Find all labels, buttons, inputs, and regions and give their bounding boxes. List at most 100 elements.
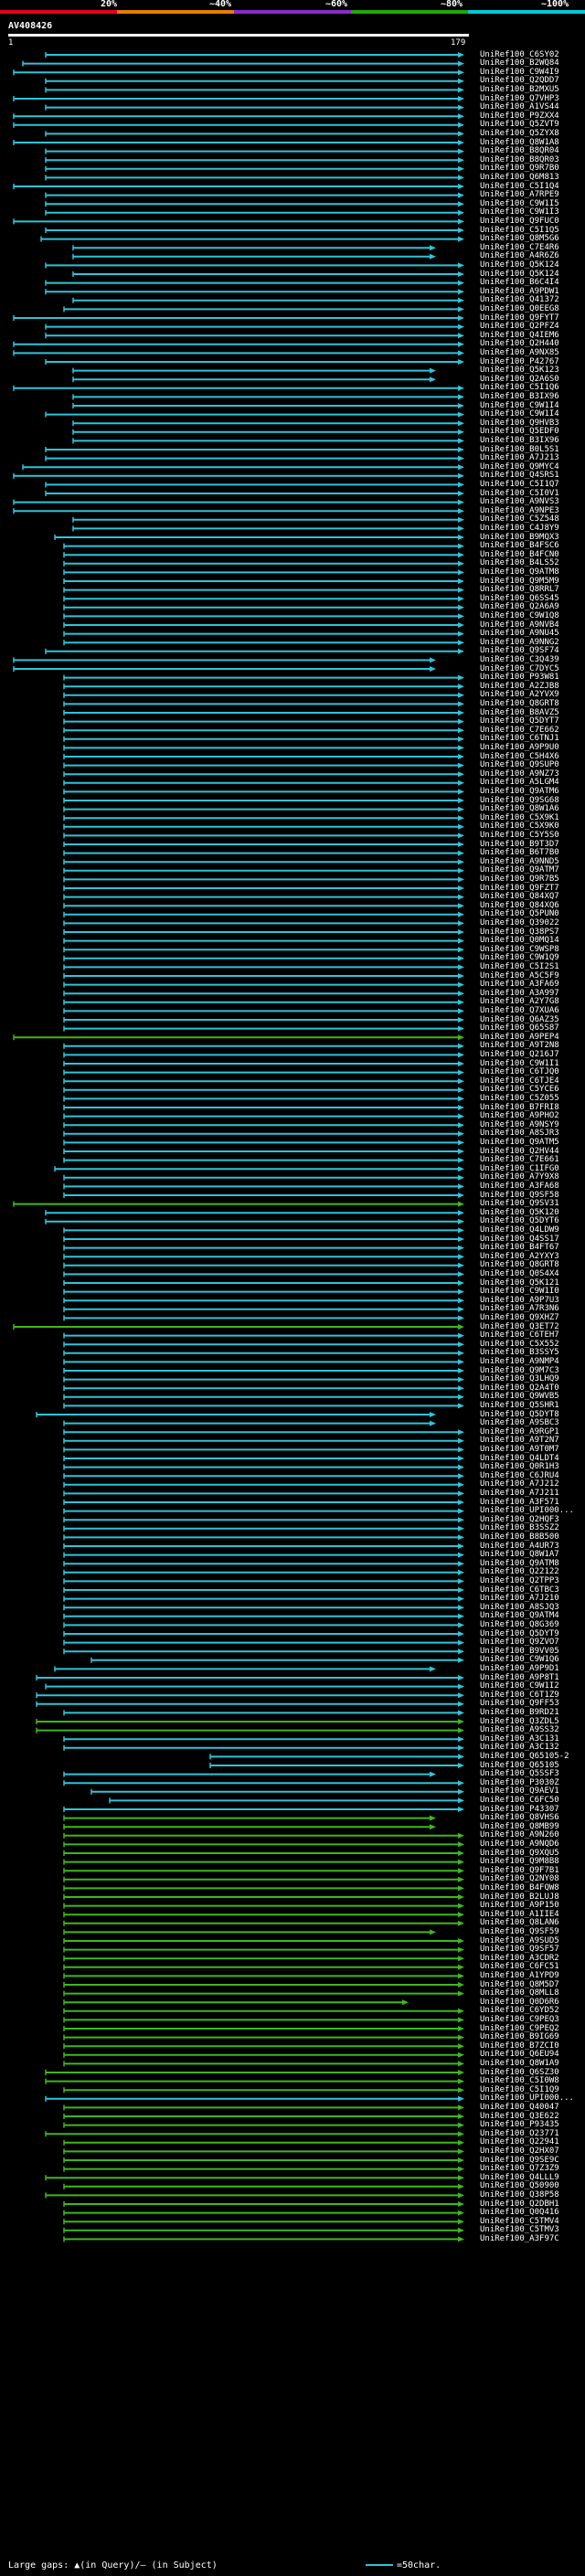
hit-label[interactable]: UniRef100_A3F571: [480, 1497, 559, 1507]
hit-label[interactable]: UniRef100_A7J210: [480, 1594, 559, 1604]
hit-label[interactable]: UniRef100_Q8W1A9: [480, 2058, 559, 2068]
hit-label[interactable]: UniRef100_A3FA69: [480, 980, 559, 990]
hit-label[interactable]: UniRef100_Q2A6S0: [480, 374, 559, 384]
hit-label[interactable]: UniRef100_A9NVS3: [480, 497, 559, 507]
hit-label[interactable]: UniRef100_P93W81: [480, 673, 559, 683]
hit-label[interactable]: UniRef100_C5I0V1: [480, 488, 559, 498]
hit-label[interactable]: UniRef100_Q9SF74: [480, 646, 559, 656]
hit-label[interactable]: UniRef100_C9WSP8: [480, 944, 559, 954]
hit-label[interactable]: UniRef100_Q7Z3Z9: [480, 2164, 559, 2174]
hit-label[interactable]: UniRef100_C5X9K0: [480, 822, 559, 832]
hit-label[interactable]: UniRef100_Q6SZ30: [480, 2067, 559, 2077]
hit-label[interactable]: UniRef100_Q8W1A8: [480, 137, 559, 147]
hit-label[interactable]: UniRef100_C5Z548: [480, 514, 559, 525]
hit-label[interactable]: UniRef100_A1YPD9: [480, 1970, 559, 1980]
hit-label[interactable]: UniRef100_Q9ATM8: [480, 1558, 559, 1568]
hit-label[interactable]: UniRef100_Q9F7B1: [480, 1865, 559, 1875]
hit-label[interactable]: UniRef100_C9W1Q6: [480, 1655, 559, 1665]
hit-label[interactable]: UniRef100_C7E662: [480, 725, 559, 735]
hit-label[interactable]: UniRef100_Q4LDW9: [480, 1224, 559, 1235]
hit-label[interactable]: UniRef100_Q5DYT8: [480, 1409, 559, 1419]
hit-label[interactable]: UniRef100_Q5DYT6: [480, 1216, 559, 1226]
hit-label[interactable]: UniRef100_Q39022: [480, 917, 559, 928]
hit-label[interactable]: UniRef100_A9PDW1: [480, 286, 559, 296]
hit-label[interactable]: UniRef100_A8SJQ3: [480, 1602, 559, 1612]
hit-label[interactable]: UniRef100_C6TJE4: [480, 1076, 559, 1086]
hit-label[interactable]: UniRef100_C7DYC5: [480, 663, 559, 673]
hit-label[interactable]: UniRef100_Q9SE9C: [480, 2155, 559, 2165]
hit-label[interactable]: UniRef100_UPI000...: [480, 1506, 574, 1516]
hit-label[interactable]: UniRef100_Q9SG68: [480, 795, 559, 805]
hit-label[interactable]: UniRef100_C5I1Q4: [480, 181, 559, 191]
hit-label[interactable]: UniRef100_A9SBC3: [480, 1418, 559, 1428]
hit-label[interactable]: UniRef100_A9P9D1: [480, 1663, 559, 1673]
hit-label[interactable]: UniRef100_B8QR03: [480, 154, 559, 164]
hit-label[interactable]: UniRef100_Q8VHS6: [480, 1813, 559, 1823]
hit-label[interactable]: UniRef100_Q65105: [480, 1760, 559, 1770]
hit-label[interactable]: UniRef100_Q9ZVO7: [480, 1638, 559, 1648]
hit-label[interactable]: UniRef100_A7Y9X8: [480, 1172, 559, 1182]
hit-label[interactable]: UniRef100_Q9R7B5: [480, 874, 559, 884]
hit-label[interactable]: UniRef100_A7R3N6: [480, 1304, 559, 1314]
hit-label[interactable]: UniRef100_Q9SF58: [480, 1190, 559, 1200]
hit-label[interactable]: UniRef100_C9W4I9: [480, 67, 559, 77]
hit-label[interactable]: UniRef100_Q2QDD7: [480, 76, 559, 86]
hit-label[interactable]: UniRef100_B8AVZ5: [480, 707, 559, 717]
hit-label[interactable]: UniRef100_A8SJR3: [480, 1129, 559, 1139]
hit-label[interactable]: UniRef100_B9VV05: [480, 1646, 559, 1656]
hit-label[interactable]: UniRef100_C9W1I2: [480, 1681, 559, 1691]
hit-label[interactable]: UniRef100_C5X9K1: [480, 812, 559, 822]
hit-label[interactable]: UniRef100_A5C5F9: [480, 970, 559, 981]
hit-label[interactable]: UniRef100_Q2DBH1: [480, 2199, 559, 2209]
hit-label[interactable]: UniRef100_C5I1Q5: [480, 225, 559, 235]
hit-label[interactable]: UniRef100_Q7VHP3: [480, 93, 559, 103]
hit-label[interactable]: UniRef100_Q9SUP0: [480, 760, 559, 770]
hit-label[interactable]: UniRef100_Q7XUA6: [480, 1005, 559, 1015]
hit-label[interactable]: UniRef100_Q3E622: [480, 2111, 559, 2121]
hit-label[interactable]: UniRef100_Q0R1H3: [480, 1462, 559, 1472]
hit-label[interactable]: UniRef100_C5Y5S0: [480, 830, 559, 840]
hit-label[interactable]: UniRef100_B6T7B0: [480, 848, 559, 858]
hit-label[interactable]: UniRef100_Q5DYT7: [480, 716, 559, 726]
hit-label[interactable]: UniRef100_A9NMP4: [480, 1356, 559, 1366]
hit-label[interactable]: UniRef100_Q38P58: [480, 2189, 559, 2200]
hit-label[interactable]: UniRef100_A3F97C: [480, 2233, 559, 2243]
hit-label[interactable]: UniRef100_Q5ZVT9: [480, 120, 559, 130]
hit-label[interactable]: UniRef100_A4UR73: [480, 1541, 559, 1551]
hit-label[interactable]: UniRef100_Q9XQU5: [480, 1848, 559, 1858]
hit-label[interactable]: UniRef100_A3FA68: [480, 1181, 559, 1191]
hit-label[interactable]: UniRef100_A9T0M7: [480, 1444, 559, 1454]
hit-label[interactable]: UniRef100_C6TEH7: [480, 1330, 559, 1341]
hit-label[interactable]: UniRef100_Q2NY08: [480, 1874, 559, 1884]
hit-label[interactable]: UniRef100_Q216J7: [480, 1049, 559, 1059]
hit-label[interactable]: UniRef100_Q5K124: [480, 269, 559, 279]
hit-label[interactable]: UniRef100_B4FT67: [480, 1243, 559, 1253]
hit-label[interactable]: UniRef100_Q9FYT7: [480, 313, 559, 323]
hit-label[interactable]: UniRef100_Q8G369: [480, 1619, 559, 1629]
hit-label[interactable]: UniRef100_Q8M5G6: [480, 234, 559, 244]
hit-label[interactable]: UniRef100_Q0EEG8: [480, 303, 559, 313]
hit-label[interactable]: UniRef100_B3SSY5: [480, 1348, 559, 1358]
hit-label[interactable]: UniRef100_Q8LAN6: [480, 1918, 559, 1928]
hit-label[interactable]: UniRef100_A9NQD6: [480, 1839, 559, 1849]
hit-label[interactable]: UniRef100_C5I1Q7: [480, 479, 559, 489]
hit-label[interactable]: UniRef100_A1VS44: [480, 102, 559, 112]
hit-label[interactable]: UniRef100_Q4IEM6: [480, 330, 559, 340]
hit-label[interactable]: UniRef100_Q6EU94: [480, 2050, 559, 2060]
hit-label[interactable]: UniRef100_A7RPE9: [480, 190, 559, 200]
hit-label[interactable]: UniRef100_Q9R7B0: [480, 164, 559, 174]
hit-label[interactable]: UniRef100_B9RD21: [480, 1707, 559, 1717]
hit-label[interactable]: UniRef100_Q9FZT7: [480, 883, 559, 893]
hit-label[interactable]: UniRef100_Q9ATM5: [480, 1137, 559, 1147]
hit-label[interactable]: UniRef100_Q9M5M9: [480, 576, 559, 586]
hit-label[interactable]: UniRef100_Q4SRS1: [480, 471, 559, 481]
hit-label[interactable]: UniRef100_Q8W1A6: [480, 804, 559, 814]
hit-label[interactable]: UniRef100_A9T2N8: [480, 1041, 559, 1051]
hit-label[interactable]: UniRef100_Q8GRT8: [480, 698, 559, 708]
hit-label[interactable]: UniRef100_C5X552: [480, 1339, 559, 1349]
hit-label[interactable]: UniRef100_Q8RRL7: [480, 585, 559, 595]
hit-label[interactable]: UniRef100_A7J212: [480, 1479, 559, 1489]
hit-label[interactable]: UniRef100_Q9M8B8: [480, 1857, 559, 1867]
hit-label[interactable]: UniRef100_Q9WVB5: [480, 1392, 559, 1402]
hit-label[interactable]: UniRef100_Q84XQ6: [480, 900, 559, 910]
